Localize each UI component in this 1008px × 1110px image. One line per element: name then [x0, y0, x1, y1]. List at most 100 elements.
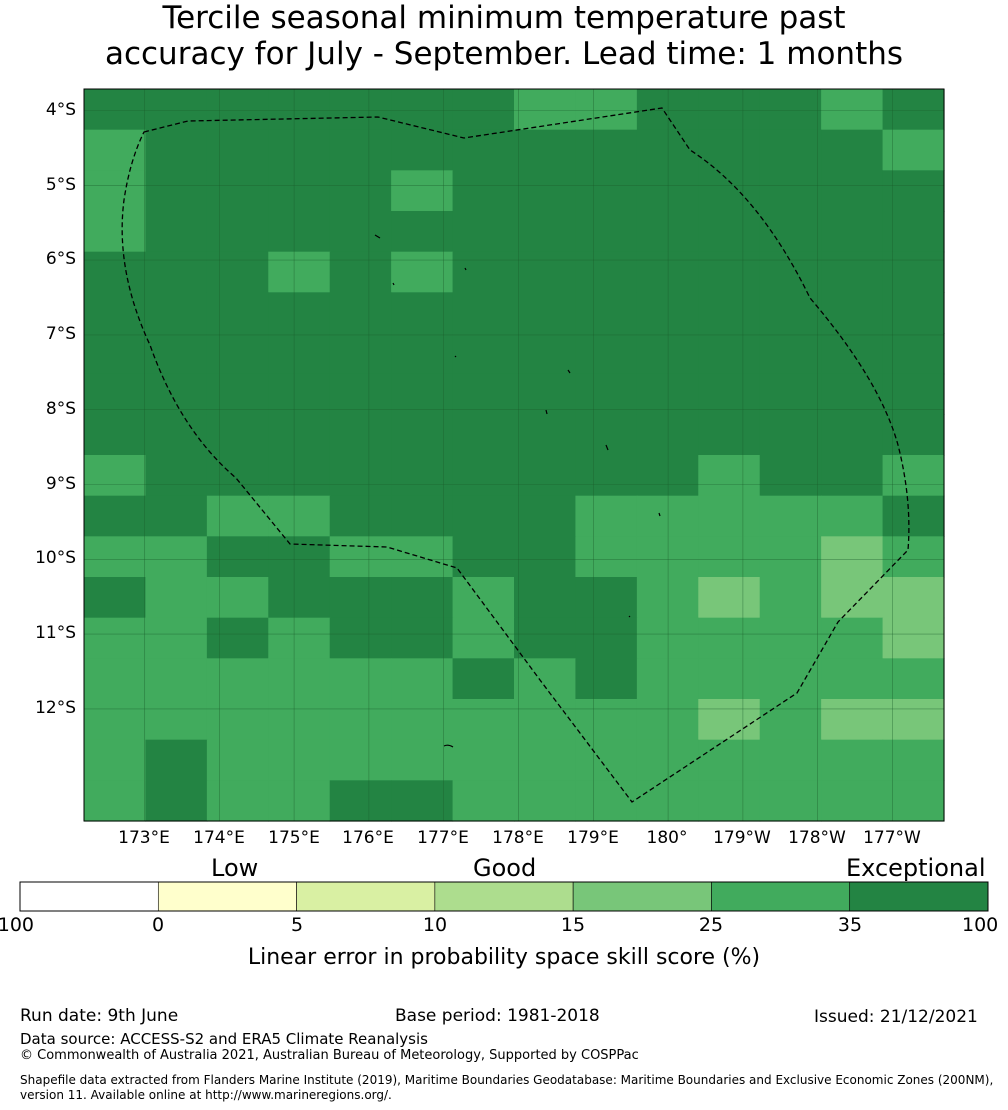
grid-cell — [206, 129, 269, 171]
grid-cell — [391, 170, 454, 212]
grid-cell — [821, 333, 884, 375]
grid-cell — [759, 414, 822, 456]
grid-cell — [575, 617, 638, 659]
grid-cell — [759, 170, 822, 212]
lat-label: 5°S — [45, 175, 76, 195]
island — [374, 234, 381, 239]
grid-cell — [329, 373, 392, 415]
grid-cell — [84, 170, 147, 212]
grid-cell — [452, 89, 515, 131]
grid-cell — [268, 129, 331, 171]
grid-cell — [268, 333, 331, 375]
grid-cell — [452, 292, 515, 334]
grid-cell — [575, 577, 638, 619]
grid-cell — [575, 495, 638, 537]
grid-cell — [206, 89, 269, 131]
grid-cell — [206, 292, 269, 334]
grid-cell — [514, 251, 577, 293]
issued-date: Issued: 21/12/2021 — [814, 1007, 978, 1027]
grid-cell — [882, 333, 945, 375]
eez-boundary — [121, 107, 910, 803]
grid-cell — [575, 251, 638, 293]
grid-cell — [759, 617, 822, 659]
island — [628, 615, 631, 618]
grid-cell — [514, 211, 577, 253]
grid-cell — [759, 699, 822, 741]
grid-cell — [329, 89, 392, 131]
grid-cell — [206, 699, 269, 741]
grid-cell — [206, 780, 269, 822]
grid-cell — [268, 373, 331, 415]
grid-cell — [821, 414, 884, 456]
grid-cell — [145, 780, 208, 822]
lat-label: 10°S — [35, 548, 76, 568]
grid-cell — [206, 455, 269, 497]
category-exceptional: Exceptional — [846, 854, 986, 882]
shapefile-credit-1: Shapefile data extracted from Flanders M… — [20, 1073, 994, 1087]
grid-cell — [329, 658, 392, 700]
island — [545, 409, 548, 415]
colorbar-frame — [19, 881, 989, 912]
grid-cell — [514, 536, 577, 578]
grid-cell — [268, 414, 331, 456]
lon-label: 179°E — [567, 828, 619, 848]
grid-cell — [145, 373, 208, 415]
grid-cell — [759, 129, 822, 171]
grid-cell — [84, 455, 147, 497]
grid-cell — [759, 536, 822, 578]
colorbar-tick: 25 — [698, 914, 724, 936]
grid-cell — [821, 577, 884, 619]
grid-cell — [84, 699, 147, 741]
grid-cell — [821, 739, 884, 781]
grid-cell — [268, 455, 331, 497]
grid-cell — [575, 89, 638, 131]
grid-cell — [391, 414, 454, 456]
grid-cell — [698, 617, 761, 659]
grid-cell — [391, 292, 454, 334]
grid-cell — [575, 292, 638, 334]
grid-cell — [268, 211, 331, 253]
island — [658, 512, 661, 517]
shapefile-credit-2: version 11. Available online at http://w… — [20, 1088, 392, 1102]
grid-cell — [391, 617, 454, 659]
grid-cell — [391, 129, 454, 171]
grid-cell — [821, 699, 884, 741]
grid-cell — [698, 739, 761, 781]
grid-cell — [84, 251, 147, 293]
grid-cell — [391, 495, 454, 537]
grid-cell — [84, 739, 147, 781]
grid-cell — [84, 536, 147, 578]
grid-cell — [882, 129, 945, 171]
grid-cell — [452, 577, 515, 619]
grid-cell — [145, 292, 208, 334]
grid-cell — [206, 414, 269, 456]
grid-cell — [268, 658, 331, 700]
grid-cell — [882, 739, 945, 781]
grid-cell — [145, 495, 208, 537]
grid-cell — [698, 89, 761, 131]
grid-cell — [268, 617, 331, 659]
lon-label: 173°E — [118, 828, 170, 848]
grid-cell — [268, 536, 331, 578]
grid-cell — [514, 577, 577, 619]
grid-cell — [452, 170, 515, 212]
grid-cell — [84, 577, 147, 619]
grid-cell — [514, 129, 577, 171]
grid-cell — [821, 170, 884, 212]
grid-cell — [698, 658, 761, 700]
grid-cell — [391, 739, 454, 781]
map-title: Tercile seasonal minimum temperature pas… — [0, 0, 1008, 72]
grid-cell — [882, 170, 945, 212]
grid-cell — [575, 211, 638, 253]
run-date: Run date: 9th June — [20, 1006, 179, 1026]
grid-cell — [575, 373, 638, 415]
grid-cell — [575, 739, 638, 781]
colorbar-tick: 100 — [962, 914, 999, 936]
grid-cell — [145, 536, 208, 578]
grid-cell — [759, 455, 822, 497]
grid-cell — [391, 211, 454, 253]
colorbar-segment — [19, 881, 159, 912]
grid-cell — [268, 780, 331, 822]
grid-cell — [329, 536, 392, 578]
